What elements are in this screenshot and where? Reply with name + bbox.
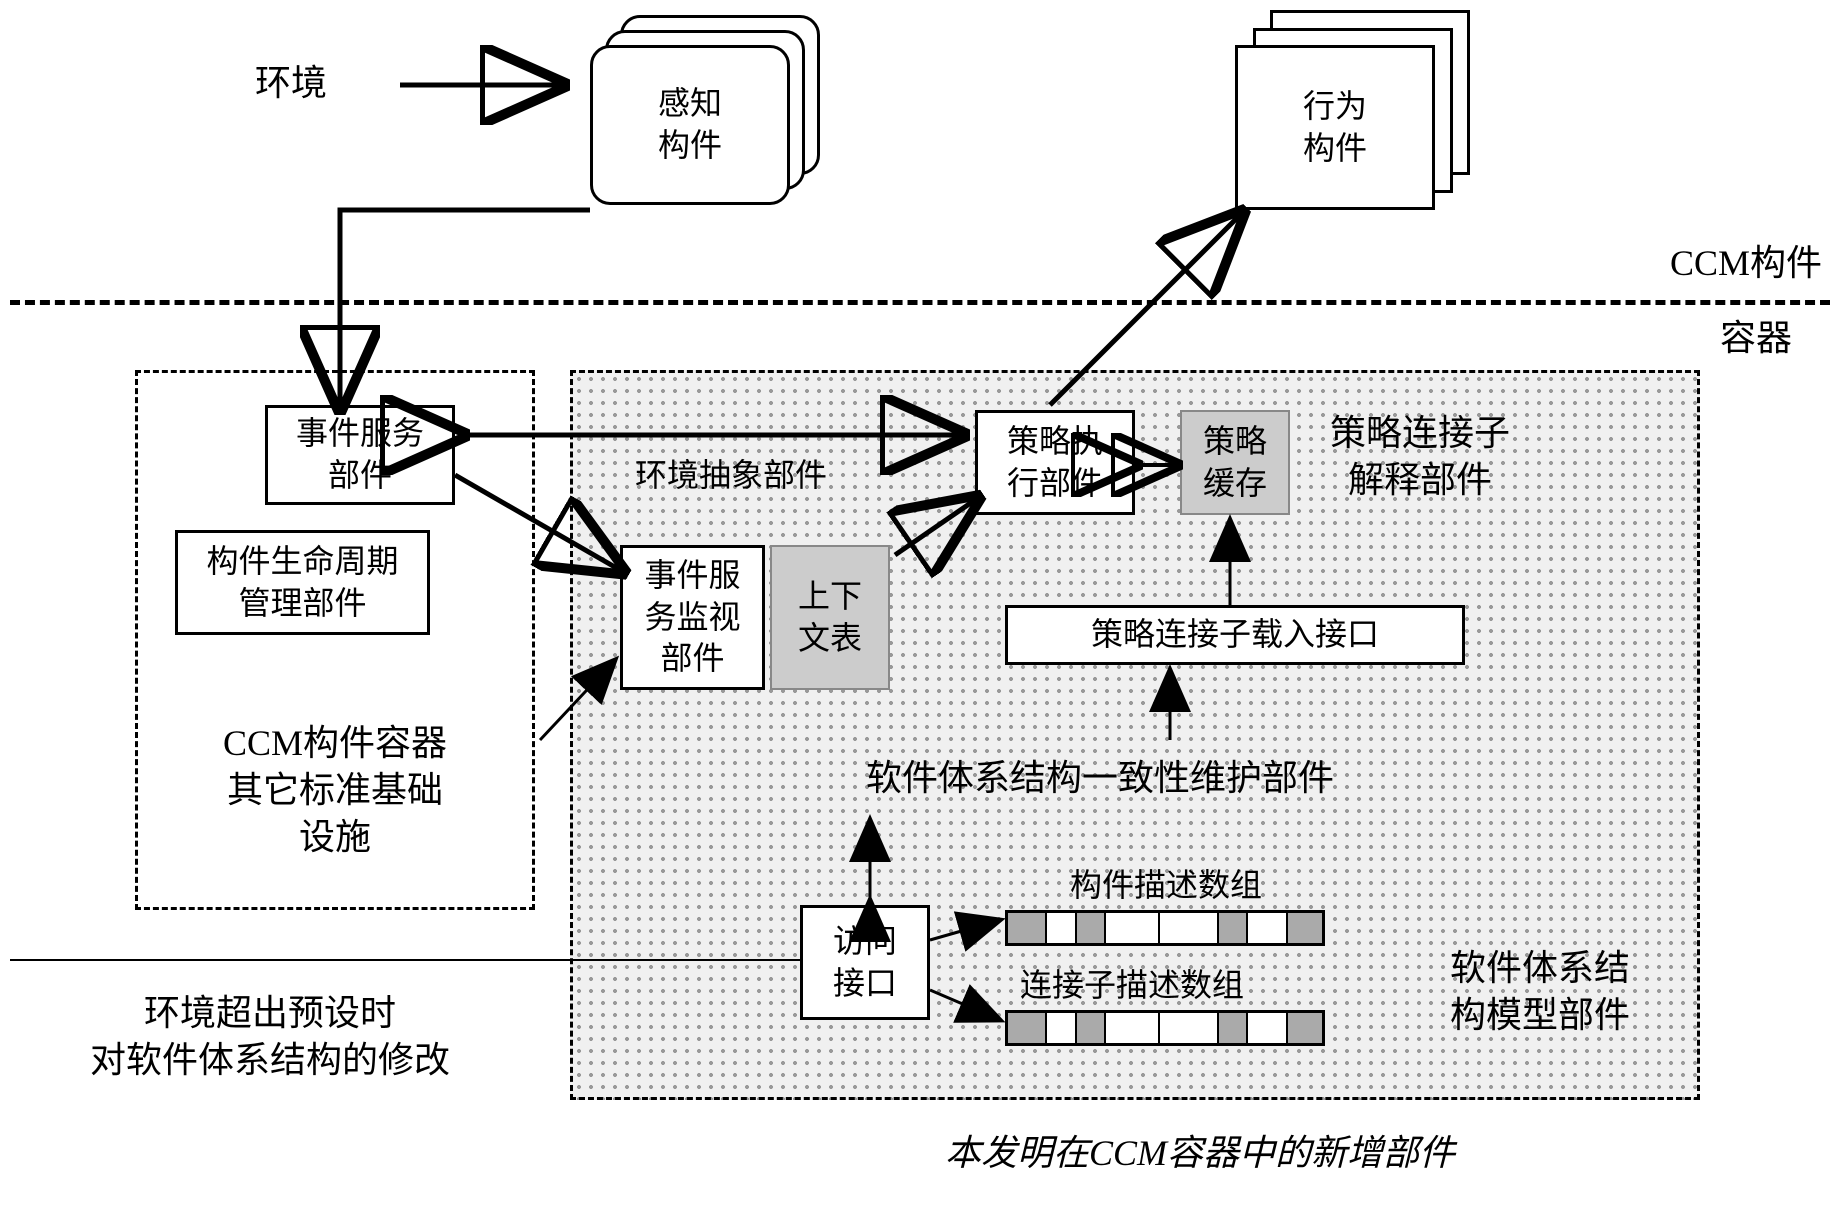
event-monitor-box: 事件服 务监视 部件 (620, 545, 765, 690)
access-interface-box: 访问 接口 (800, 905, 930, 1020)
component-array-label: 构件描述数组 (1070, 860, 1262, 906)
separator-line (10, 300, 1830, 305)
event-service-box: 事件服务 部件 (265, 405, 455, 505)
strategy-exec-label: 策略执 行部件 (1007, 421, 1103, 504)
lifecycle-label: 构件生命周期 管理部件 (206, 541, 398, 624)
strategy-interpret-label: 策略连接子 解释部件 (1310, 410, 1530, 504)
env-abstract-label: 环境抽象部件 (635, 450, 827, 496)
perception-label: 感知 构件 (658, 83, 722, 166)
strategy-load-box: 策略连接子载入接口 (1005, 605, 1465, 665)
new-parts-label: 本发明在CCM容器中的新增部件 (800, 1130, 1600, 1177)
context-table-label: 上下 文表 (798, 576, 862, 659)
behavior-stack: 行为 构件 (1235, 10, 1475, 210)
arch-model-label: 软件体系结 构模型部件 (1420, 945, 1660, 1039)
behavior-label: 行为 构件 (1303, 86, 1367, 169)
context-table-box: 上下 文表 (770, 545, 890, 690)
access-interface-label: 访问 接口 (833, 921, 897, 1004)
env-exceed-label: 环境超出预设时 对软件体系结构的修改 (60, 990, 480, 1084)
component-array-bar (1005, 910, 1325, 946)
strategy-exec-box: 策略执 行部件 (975, 410, 1135, 515)
connector-array-bar (1005, 1010, 1325, 1046)
behavior-component: 行为 构件 (1235, 45, 1435, 210)
strategy-cache-box: 策略 缓存 (1180, 410, 1290, 515)
ccm-component-label: CCM构件 (1670, 240, 1822, 287)
env-label: 环境 (255, 60, 327, 107)
perception-stack: 感知 构件 (590, 15, 820, 205)
event-monitor-label: 事件服 务监视 部件 (644, 555, 740, 680)
connector-array-label: 连接子描述数组 (1020, 960, 1244, 1006)
arch-consistency-label: 软件体系结构一致性维护部件 (800, 755, 1400, 802)
strategy-cache-label: 策略 缓存 (1203, 421, 1267, 504)
perception-component: 感知 构件 (590, 45, 790, 205)
container-label: 容器 (1720, 315, 1792, 362)
lifecycle-box: 构件生命周期 管理部件 (175, 530, 430, 635)
event-service-label: 事件服务 部件 (296, 413, 424, 496)
other-infra-label: CCM构件容器 其它标准基础 设施 (185, 720, 485, 860)
strategy-load-label: 策略连接子载入接口 (1091, 614, 1379, 656)
